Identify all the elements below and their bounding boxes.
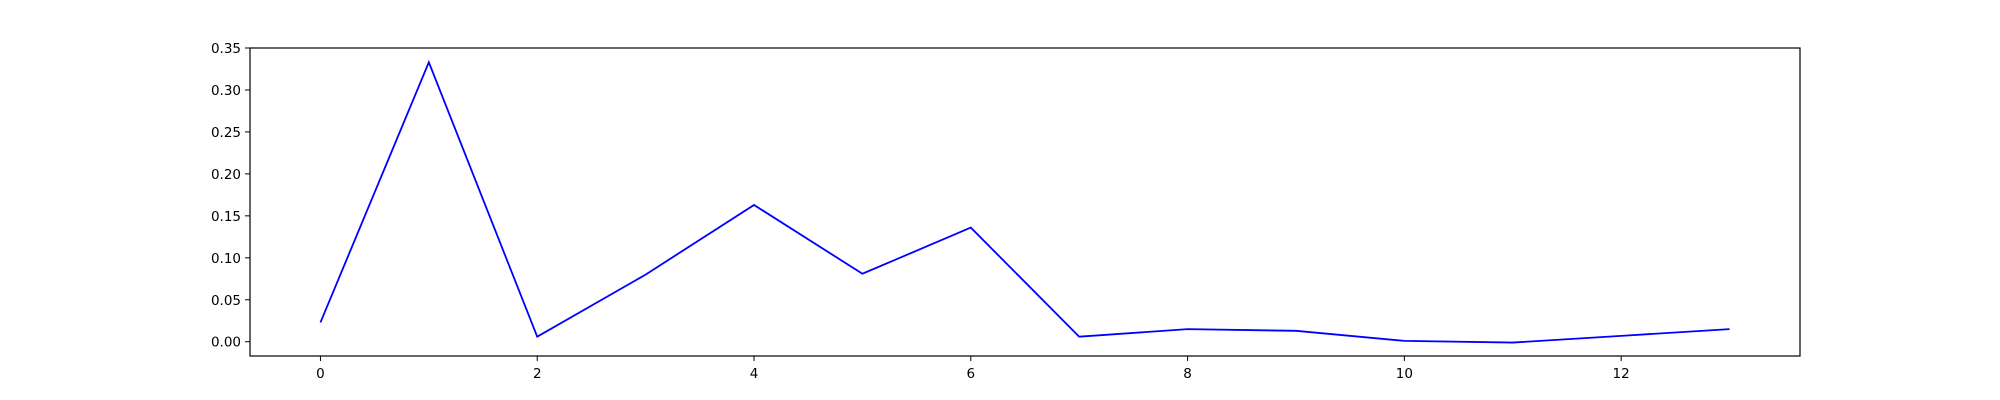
x-tick-label: 2 <box>533 366 542 382</box>
y-tick-label: 0.10 <box>211 251 241 267</box>
y-tick-label: 0.35 <box>211 41 241 57</box>
y-tick-label: 0.30 <box>211 83 241 99</box>
y-tick-label: 0.25 <box>211 125 241 141</box>
x-tick-label: 8 <box>1183 366 1192 382</box>
y-tick-label: 0.00 <box>211 335 241 351</box>
y-tick-label: 0.20 <box>211 167 241 183</box>
x-axis: 0 2 4 6 8 10 12 <box>316 356 1630 382</box>
plot-frame <box>249 47 1801 357</box>
y-tick-label: 0.05 <box>211 293 241 309</box>
series-layer <box>319 59 1730 344</box>
x-tick-label: 0 <box>316 366 325 382</box>
y-tick-label: 0.15 <box>211 209 241 225</box>
x-tick-label: 10 <box>1396 366 1413 382</box>
x-tick-label: 6 <box>967 366 976 382</box>
plot-area <box>250 48 1800 356</box>
x-tick-label: 12 <box>1613 366 1630 382</box>
series-line <box>319 59 1730 344</box>
x-tick-label: 4 <box>750 366 759 382</box>
y-axis: 0.00 0.05 0.10 0.15 0.20 0.25 0.30 0.35 <box>211 41 250 351</box>
